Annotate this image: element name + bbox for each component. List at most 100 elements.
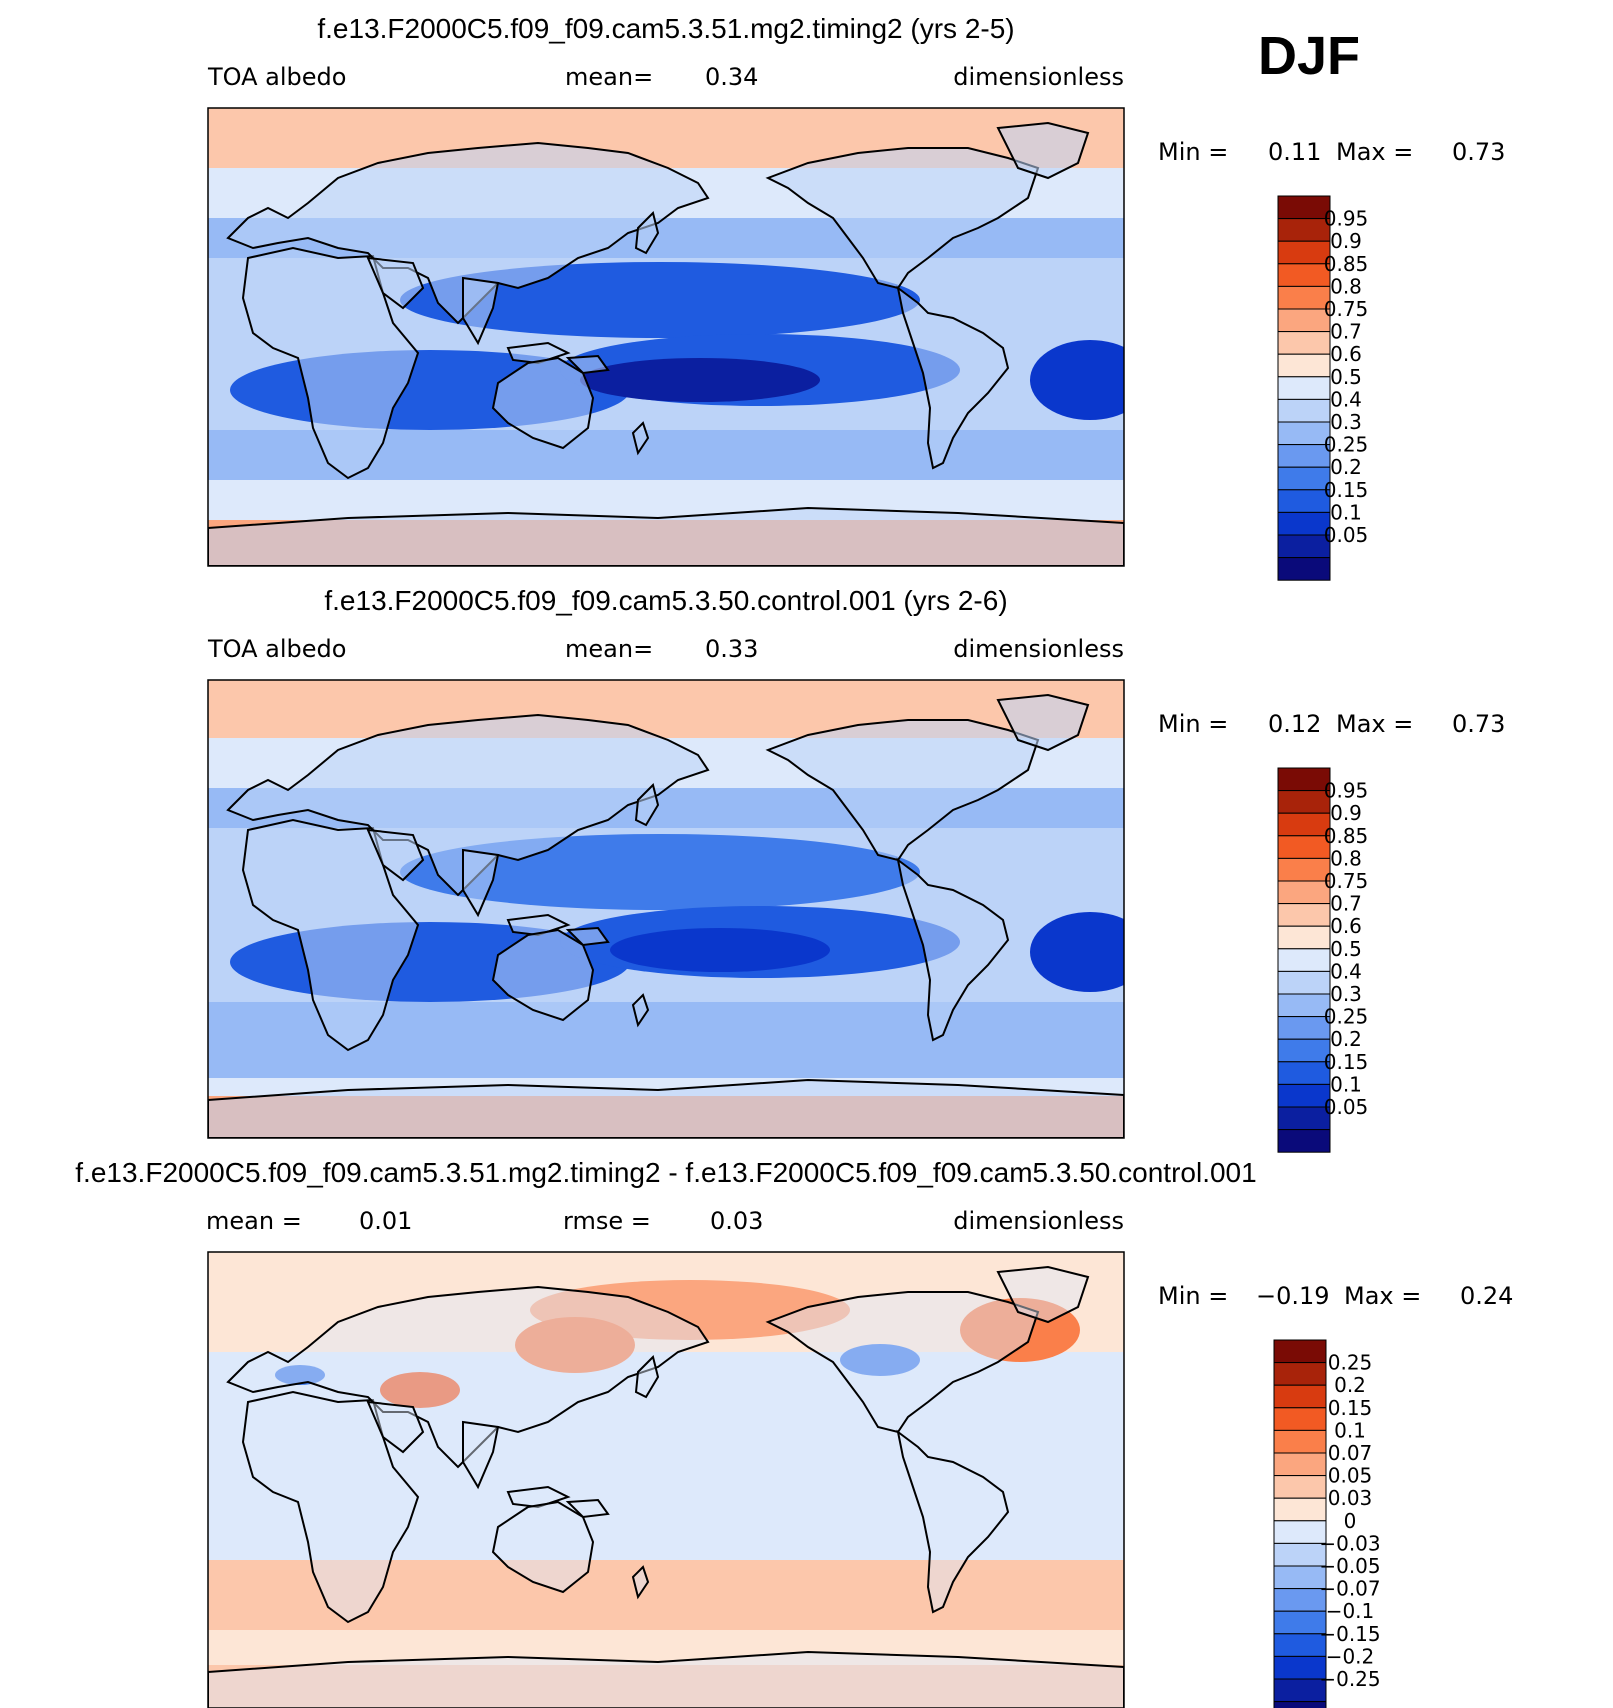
colorbar-swatch xyxy=(1277,489,1331,513)
colorbar-tick-label: 0.75 xyxy=(1324,297,1369,321)
colorbar-tick-label: −0.15 xyxy=(1319,1622,1380,1646)
colorbar-tick-label: −0.1 xyxy=(1326,1599,1375,1623)
colorbar-tick-label: −0.25 xyxy=(1319,1667,1380,1691)
colorbar-tick-label: −0.03 xyxy=(1319,1531,1380,1555)
colorbar-swatch xyxy=(1277,353,1331,378)
colorbar-swatch xyxy=(1277,857,1331,882)
colorbar-swatch xyxy=(1277,767,1331,792)
colorbar-swatch xyxy=(1277,240,1331,265)
panel-2-max-value: 0.73 xyxy=(1452,710,1505,738)
colorbar-swatch xyxy=(1277,263,1331,287)
colorbar-tick-label: 0.1 xyxy=(1334,1418,1366,1442)
panel-1-units: dimensionless xyxy=(953,63,1124,91)
colorbar-swatch xyxy=(1277,421,1331,446)
colorbar-tick-label: 0.6 xyxy=(1330,342,1362,366)
panel-1-map xyxy=(208,108,1124,566)
colorbar-swatch xyxy=(1277,903,1331,927)
colorbar-tick-label: 0.5 xyxy=(1330,937,1362,961)
colorbar-tick-label: 0.25 xyxy=(1324,433,1369,457)
panel-2-max-label: Max = xyxy=(1336,710,1413,738)
colorbar-swatch xyxy=(1277,970,1331,995)
colorbar-tick-label: 0.7 xyxy=(1330,892,1362,916)
season-label: DJF xyxy=(1258,26,1360,86)
colorbar-tick-label: 0.95 xyxy=(1324,779,1369,803)
colorbar-tick-label: 0.03 xyxy=(1328,1486,1373,1510)
panel-2-min-value: 0.12 xyxy=(1268,710,1321,738)
colorbar-tick-label: 0.2 xyxy=(1330,455,1362,479)
panel-3-map xyxy=(208,1252,1124,1708)
panel-2-min-label: Min = xyxy=(1158,710,1228,738)
colorbar-tick-label: 0.15 xyxy=(1324,1050,1369,1074)
colorbar-swatch xyxy=(1277,444,1331,468)
panel-2-left-label: TOA albedo xyxy=(207,635,346,663)
colorbar-swatch xyxy=(1277,376,1331,400)
colorbar-tick-label: 0.3 xyxy=(1330,982,1362,1006)
panel-1-min-value: 0.11 xyxy=(1268,138,1321,166)
panel-2-map-frame xyxy=(207,679,1125,1139)
colorbar-swatch xyxy=(1277,925,1331,950)
colorbar-tick-label: 0.9 xyxy=(1330,229,1362,253)
panel-3-title: f.e13.F2000C5.f09_f09.cam5.3.51.mg2.timi… xyxy=(75,1157,1256,1188)
colorbar-swatch xyxy=(1277,195,1331,220)
panel-3-mean-value: 0.01 xyxy=(359,1207,412,1235)
panel-3-mean-label: mean = xyxy=(206,1207,302,1235)
panel-2-mean-value: 0.33 xyxy=(705,635,758,663)
panel-2-title: f.e13.F2000C5.f09_f09.cam5.3.50.control.… xyxy=(324,585,1007,616)
colorbar-swatch xyxy=(1273,1407,1327,1431)
colorbar-swatch xyxy=(1273,1565,1327,1590)
colorbar-tick-label: 0.1 xyxy=(1330,1072,1362,1096)
colorbar-swatch xyxy=(1273,1610,1327,1635)
panel-2-map xyxy=(208,680,1124,1138)
colorbar-swatch xyxy=(1277,835,1331,859)
colorbar-tick-label: 0.2 xyxy=(1334,1373,1366,1397)
panel-1: f.e13.F2000C5.f09_f09.cam5.3.51.mg2.timi… xyxy=(207,13,1505,581)
panel-2: f.e13.F2000C5.f09_f09.cam5.3.50.control.… xyxy=(207,585,1505,1153)
colorbar-swatch xyxy=(1273,1497,1327,1522)
panel-3-map-frame xyxy=(207,1251,1125,1708)
colorbar-swatch xyxy=(1273,1633,1327,1657)
colorbar-tick-label: 0.8 xyxy=(1330,274,1362,298)
colorbar-swatch xyxy=(1277,993,1331,1018)
colorbar-swatch xyxy=(1273,1452,1327,1477)
panel-2-mean-label: mean= xyxy=(565,635,653,663)
colorbar-swatch xyxy=(1277,1106,1331,1131)
colorbar-tick-label: 0.3 xyxy=(1330,410,1362,434)
colorbar-tick-label: 0.4 xyxy=(1330,387,1362,411)
colorbar-swatch xyxy=(1277,511,1331,536)
colorbar-swatch xyxy=(1273,1655,1327,1680)
colorbar-swatch xyxy=(1277,398,1331,423)
colorbar-swatch xyxy=(1273,1588,1327,1612)
colorbar-tick-label: 0.6 xyxy=(1330,914,1362,938)
colorbar-swatch xyxy=(1277,1061,1331,1085)
colorbar-swatch xyxy=(1277,285,1331,310)
colorbar-tick-label: 0.75 xyxy=(1324,869,1369,893)
panel-1-max-value: 0.73 xyxy=(1452,138,1505,166)
colorbar-tick-label: 0.05 xyxy=(1324,1095,1369,1119)
panel-3: f.e13.F2000C5.f09_f09.cam5.3.51.mg2.timi… xyxy=(75,1157,1513,1708)
colorbar-swatch xyxy=(1277,466,1331,491)
colorbar-swatch xyxy=(1273,1520,1327,1544)
colorbar-tick-label: −0.07 xyxy=(1319,1577,1380,1601)
panel-1-left-label: TOA albedo xyxy=(207,63,346,91)
panel-1-mean-label: mean= xyxy=(565,63,653,91)
panel-3-rmse-value: 0.03 xyxy=(710,1207,763,1235)
colorbar-swatch xyxy=(1277,557,1331,581)
colorbar-swatch xyxy=(1277,1038,1331,1063)
panel-3-min-label: Min = xyxy=(1158,1282,1228,1310)
colorbar-tick-label: 0.25 xyxy=(1324,1005,1369,1029)
panel-1-title: f.e13.F2000C5.f09_f09.cam5.3.51.mg2.timi… xyxy=(317,13,1014,44)
panel-1-max-label: Max = xyxy=(1336,138,1413,166)
colorbar-tick-label: 0.8 xyxy=(1330,846,1362,870)
panel-3-min-value: −0.19 xyxy=(1256,1282,1330,1310)
colorbar-tick-label: −0.2 xyxy=(1326,1644,1375,1668)
panel-1-map-frame xyxy=(207,107,1125,567)
colorbar-tick-label: 0.05 xyxy=(1324,523,1369,547)
colorbar-swatch xyxy=(1273,1429,1327,1454)
colorbar-tick-label: 0.2 xyxy=(1330,1027,1362,1051)
colorbar-swatch xyxy=(1273,1362,1327,1386)
panel-1-min-label: Min = xyxy=(1158,138,1228,166)
panel-1-colorbar: 0.950.90.850.80.750.70.60.50.40.30.250.2… xyxy=(1277,195,1369,581)
colorbar-tick-label: 0.07 xyxy=(1328,1441,1373,1465)
panel-2-colorbar: 0.950.90.850.80.750.70.60.50.40.30.250.2… xyxy=(1277,767,1369,1153)
